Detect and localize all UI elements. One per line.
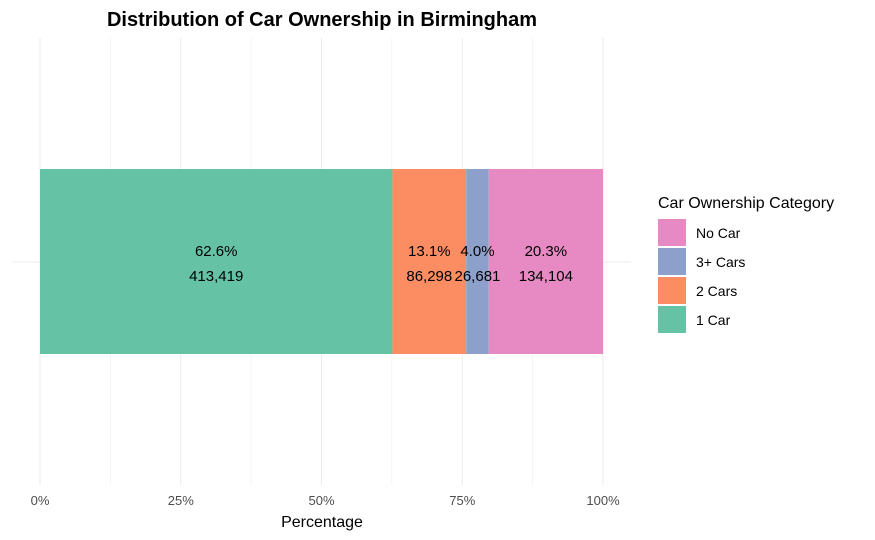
bar-segments [40, 169, 603, 354]
x-tick-label: 50% [308, 493, 334, 508]
legend-label-2-cars: 2 Cars [696, 283, 737, 299]
bar-segment-no-car [488, 169, 603, 354]
percent-label-3plus-cars: 4.0% [460, 243, 494, 260]
chart-title: Distribution of Car Ownership in Birming… [107, 9, 537, 31]
x-axis-title: Percentage [281, 514, 363, 531]
bar-segment-3plus-cars [466, 169, 489, 354]
count-label-3plus-cars: 26,681 [455, 268, 501, 285]
count-label-no-car: 134,104 [519, 268, 573, 285]
legend-swatch-3plus-cars [658, 248, 686, 275]
legend-swatch-no-car [658, 219, 686, 246]
count-label-2-cars: 86,298 [406, 268, 452, 285]
segment-labels: 62.6% 413,419 13.1% 86,298 4.0% 26,681 20.3% 13… [189, 243, 573, 285]
percent-label-2-cars: 13.1% [408, 243, 451, 260]
x-tick-label: 100% [586, 493, 620, 508]
legend-items: No Car 3+ Cars 2 Cars 1 Car [658, 219, 745, 333]
x-tick-label: 0% [31, 493, 50, 508]
legend: Car Ownership Category No Car 3+ Cars 2 Ca… [658, 195, 834, 333]
percent-label-1-car: 62.6% [195, 243, 238, 260]
bar-segment-1-car [40, 169, 393, 354]
legend-swatch-1-car [658, 306, 686, 333]
legend-swatch-2-cars [658, 277, 686, 304]
x-tick-label: 25% [168, 493, 194, 508]
x-axis-ticks: 0% 25% 50% 75% 100% [31, 493, 620, 508]
legend-title: Car Ownership Category [658, 195, 834, 212]
legend-label-no-car: No Car [696, 225, 741, 241]
count-label-1-car: 413,419 [189, 268, 243, 285]
legend-label-3plus-cars: 3+ Cars [696, 254, 745, 270]
percent-label-no-car: 20.3% [525, 243, 568, 260]
bar-segment-2-cars [392, 169, 467, 354]
legend-label-1-car: 1 Car [696, 312, 731, 328]
x-tick-label: 75% [449, 493, 475, 508]
